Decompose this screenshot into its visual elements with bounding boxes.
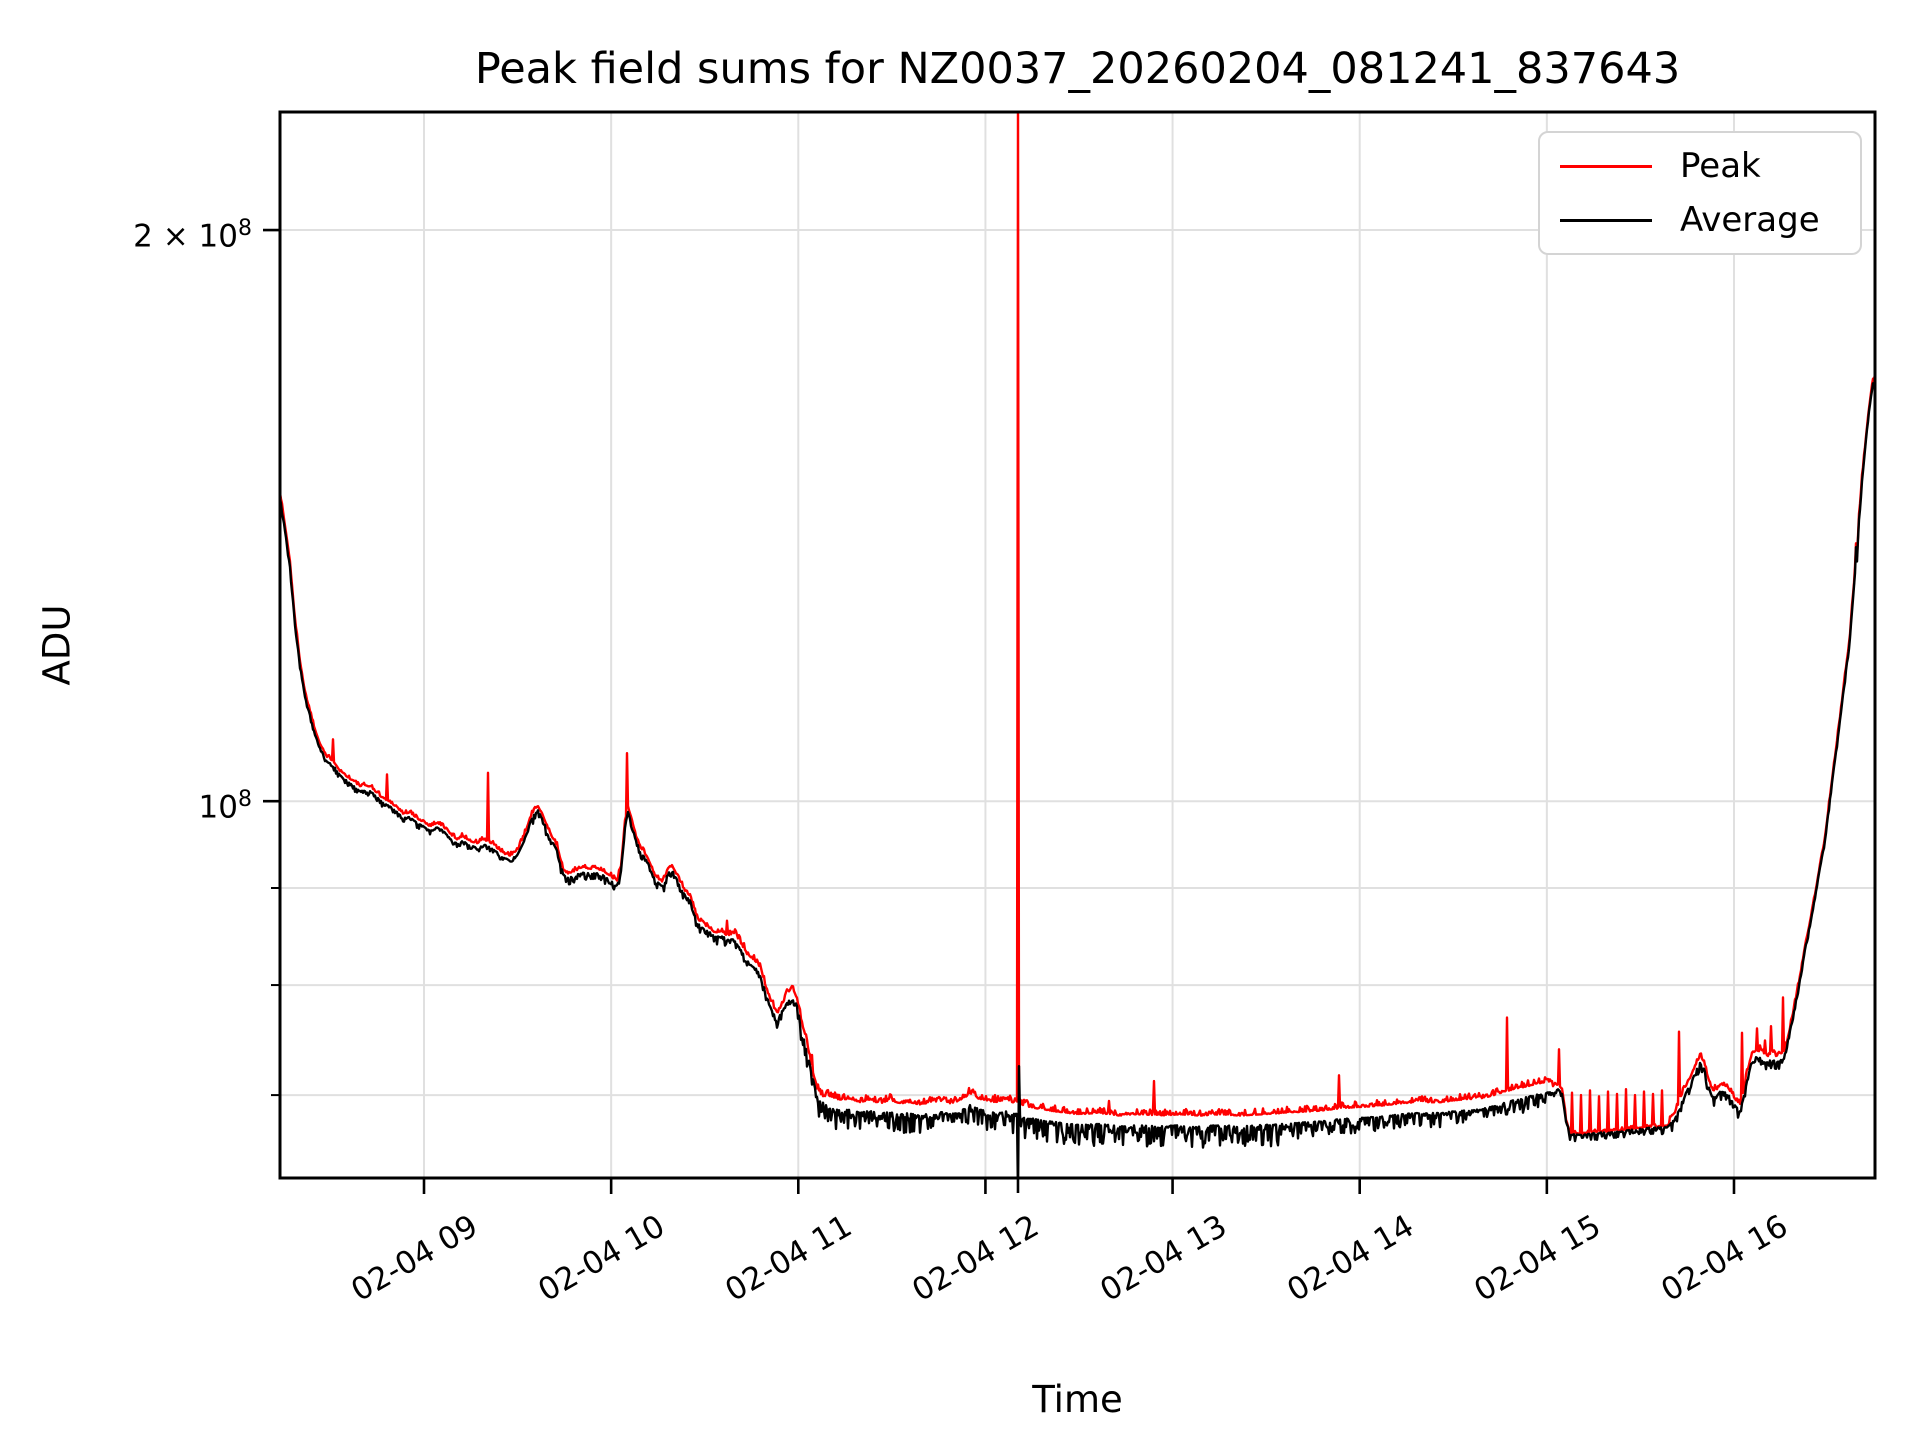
x-axis-label: Time [1032,1378,1123,1421]
chart-title: Peak field sums for NZ0037_20260204_0812… [474,44,1681,94]
peak-line-sample-icon [1560,164,1652,168]
average-line-sample-icon [1560,218,1652,222]
legend: Peak Average [1538,131,1862,255]
axes-spines [278,110,1877,1180]
legend-label-peak: Peak [1680,146,1761,186]
legend-row-average: Average [1560,200,1860,240]
average-line [280,380,1875,1178]
legend-row-peak: Peak [1560,146,1860,186]
peak-line [280,112,1875,1135]
y-tick-label: 108 [198,787,252,826]
legend-label-average: Average [1680,200,1820,240]
y-tick-label: 2 × 108 [133,216,252,255]
y-axis-label: ADU [35,604,79,686]
